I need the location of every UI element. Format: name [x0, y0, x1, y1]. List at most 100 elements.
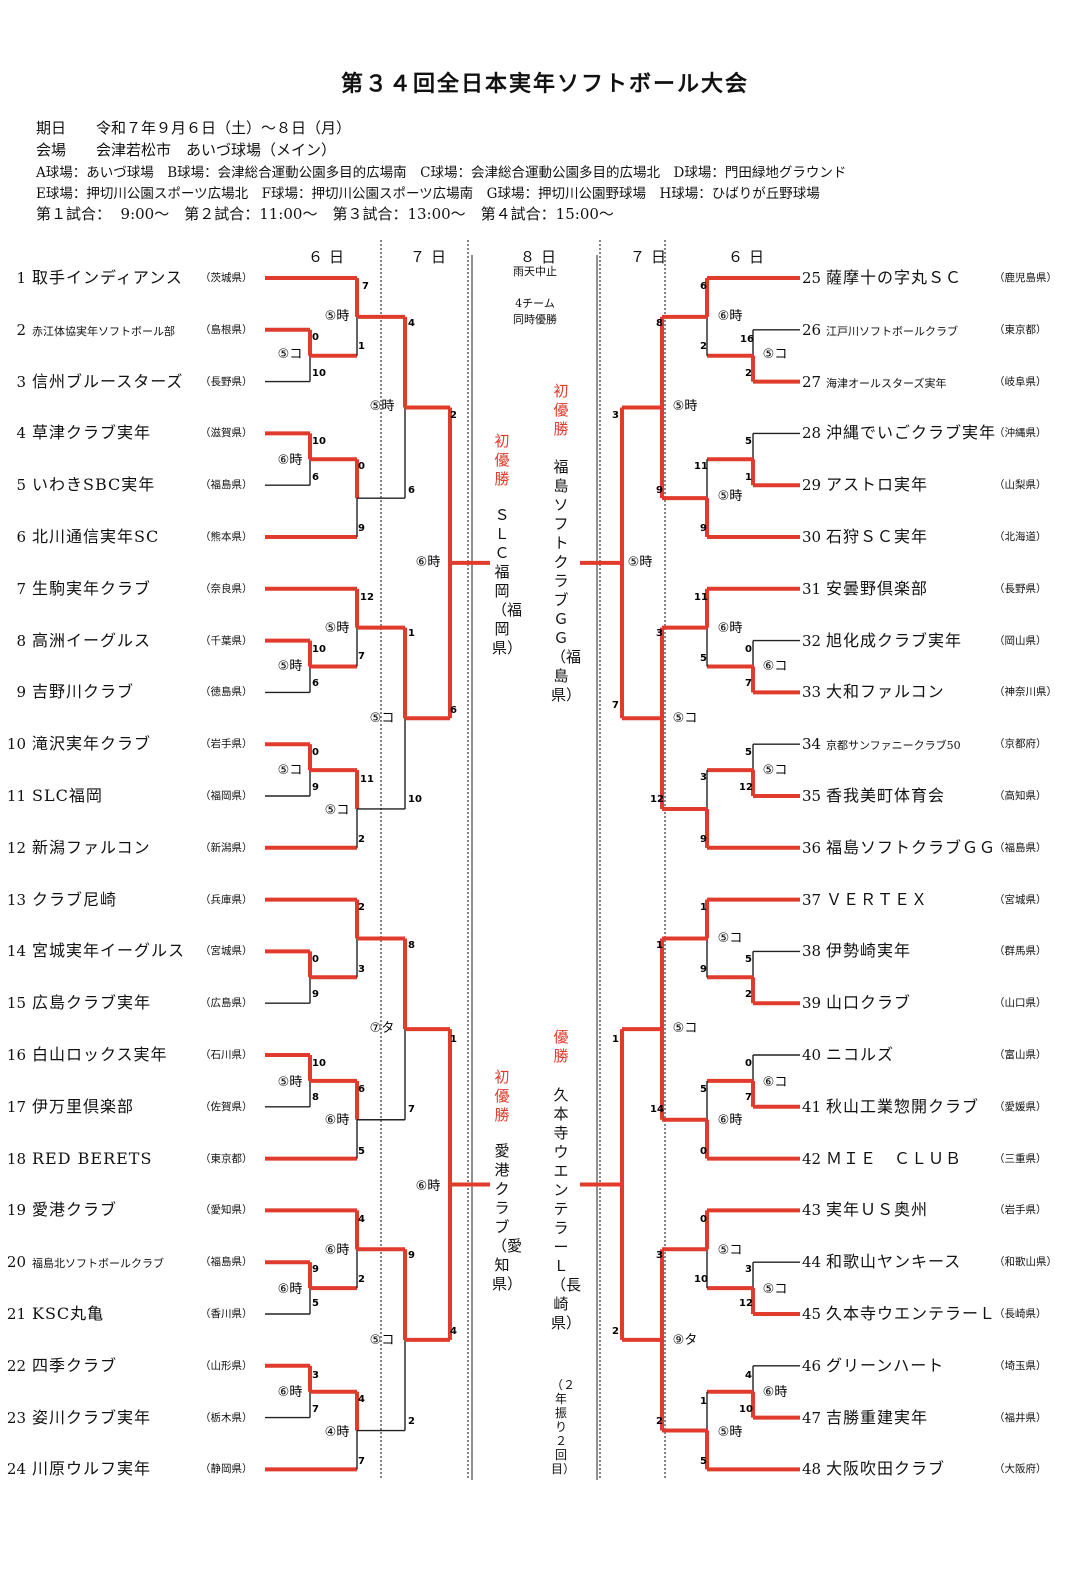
match-label: ⑤時 [628, 555, 653, 570]
team-number: 36 [802, 838, 822, 857]
team-name: 北川通信実年SC [32, 527, 160, 546]
team-number: 24 [6, 1460, 26, 1479]
score-label: 7 [745, 1092, 752, 1103]
score-label: 1 [656, 940, 663, 951]
team-prefecture: （熊本県） [200, 531, 253, 543]
team-row: 5 いわきSBC実年 （福島県） [0, 474, 265, 496]
score-label: 7 [358, 1456, 365, 1467]
team-prefecture: （三重県） [994, 1152, 1047, 1165]
score-label: 6 [312, 472, 319, 483]
fields-line-2: E球場：押切川公園スポーツ広場北 F球場：押切川公園スポーツ広場南 G球場：押切… [36, 186, 820, 202]
team-row: 47 吉勝重建実年 （福井県） [802, 1407, 1082, 1429]
team-name: 四季クラブ [32, 1355, 118, 1375]
team-prefecture: （岐阜県） [994, 375, 1047, 388]
team-row: 41 秋山工業惣開クラブ （愛媛県） [802, 1096, 1082, 1118]
venue-value: 会津若松市 あいづ球場（メイン） [96, 141, 337, 159]
match-label: ⑥時 [416, 1179, 441, 1194]
team-name: 滝沢実年クラブ [32, 734, 152, 754]
score-label: 2 [612, 1326, 619, 1337]
team-name: 福島北ソフトボールクラブ [32, 1257, 164, 1271]
team-name: 伊勢崎実年 [826, 941, 912, 961]
score-label: 5 [700, 1084, 707, 1095]
team-prefecture: （福井県） [994, 1411, 1047, 1424]
team-prefecture: （神奈川県） [994, 686, 1057, 699]
score-label: 0 [745, 1058, 752, 1069]
score-label: 1 [700, 1396, 707, 1407]
match-label: ⑤コ [673, 711, 698, 726]
team-row: 46 グリーンハート （埼玉県） [802, 1355, 1082, 1377]
team-prefecture: （富山県） [994, 1049, 1047, 1061]
team-prefecture: （兵庫県） [200, 893, 253, 906]
day-left-1: ６日 [308, 248, 351, 266]
team-number: 46 [802, 1356, 822, 1375]
winner-4-label: 優勝 [553, 1028, 569, 1065]
team-row: 6 北川通信実年SC （熊本県） [0, 526, 265, 548]
score-label: 9 [700, 834, 707, 845]
score-label: 2 [450, 410, 457, 421]
team-name: アストロ実年 [826, 475, 929, 495]
score-label: 10 [312, 644, 326, 655]
team-name: 薩摩十の字丸ＳＣ [826, 268, 963, 287]
team-number: 19 [6, 1201, 26, 1220]
team-number: 41 [802, 1097, 822, 1116]
score-label: 3 [312, 1370, 319, 1381]
team-prefecture: （東京都） [994, 323, 1047, 336]
score-label: 3 [656, 1250, 663, 1261]
team-name: ニコルズ [826, 1045, 895, 1064]
team-number: 25 [802, 269, 822, 287]
score-label: 5 [745, 954, 752, 965]
team-prefecture: （長野県） [994, 582, 1047, 595]
score-label: 3 [656, 628, 663, 639]
rain-note-3: 同時優勝 [513, 313, 557, 326]
team-number: 17 [6, 1097, 26, 1116]
score-label: 7 [358, 651, 365, 662]
score-label: 1 [408, 628, 415, 639]
score-label: 12 [739, 1298, 753, 1309]
score-label: 6 [408, 485, 415, 496]
score-label: 10 [312, 368, 326, 379]
team-number: 15 [6, 994, 26, 1013]
match-label: ⑥コ [763, 659, 788, 674]
score-label: 2 [358, 1274, 365, 1285]
team-prefecture: （栃木県） [200, 1411, 253, 1424]
team-row: 11 SLC福岡 （福岡県） [0, 785, 265, 807]
match-label: ⑤コ [325, 803, 350, 818]
team-prefecture: （宮城県） [200, 945, 253, 958]
team-prefecture: （長崎県） [994, 1308, 1047, 1320]
team-name: 久本寺ウエンテラーＬ [826, 1304, 997, 1323]
score-label: 12 [360, 592, 374, 603]
match-label: ⑤時 [718, 1425, 743, 1440]
match-label: ⑥コ [763, 1075, 788, 1090]
match-label: ⑥時 [718, 1113, 743, 1128]
match-label: ⑤コ [370, 1333, 395, 1348]
team-name: RED BERETS [32, 1148, 153, 1168]
score-label: 2 [656, 1416, 663, 1427]
venue-label: 会場 [36, 141, 67, 159]
team-prefecture: （山梨県） [994, 479, 1047, 492]
team-prefecture: （茨城県） [200, 272, 253, 284]
score-label: 8 [656, 318, 663, 329]
fields-line-1: A球場：あいづ球場 B球場：会津総合運動公園多目的広場南 C球場：会津総合運動公… [36, 165, 847, 181]
team-row: 45 久本寺ウエンテラーＬ （長崎県） [802, 1303, 1082, 1325]
score-label: 2 [745, 368, 752, 379]
score-label: 10 [312, 1058, 326, 1069]
score-label: 7 [408, 1104, 415, 1115]
team-prefecture: （宮城県） [994, 893, 1047, 906]
team-name: 大阪吹田クラブ [826, 1459, 946, 1479]
score-label: 9 [700, 964, 707, 975]
team-row: 14 宮城実年イーグルス （宮城県） [0, 940, 265, 962]
day-right-2: ７日 [630, 248, 673, 266]
team-row: 22 四季クラブ （山形県） [0, 1355, 265, 1377]
team-name: KSC丸亀 [32, 1304, 105, 1323]
match-label: ⑤時 [325, 309, 350, 324]
match-label: ⑥時 [718, 621, 743, 636]
team-number: 34 [802, 735, 822, 754]
team-number: 11 [6, 787, 26, 805]
match-label: ⑤コ [718, 1243, 743, 1258]
team-row: 33 大和ファルコン （神奈川県） [802, 681, 1082, 703]
team-prefecture: （徳島県） [200, 686, 253, 699]
team-row: 25 薩摩十の字丸ＳＣ （鹿児島県） [802, 267, 1082, 289]
winner-2-label: 初優勝 [553, 382, 569, 438]
score-label: 10 [312, 436, 326, 447]
day-right-1: ６日 [728, 248, 771, 266]
